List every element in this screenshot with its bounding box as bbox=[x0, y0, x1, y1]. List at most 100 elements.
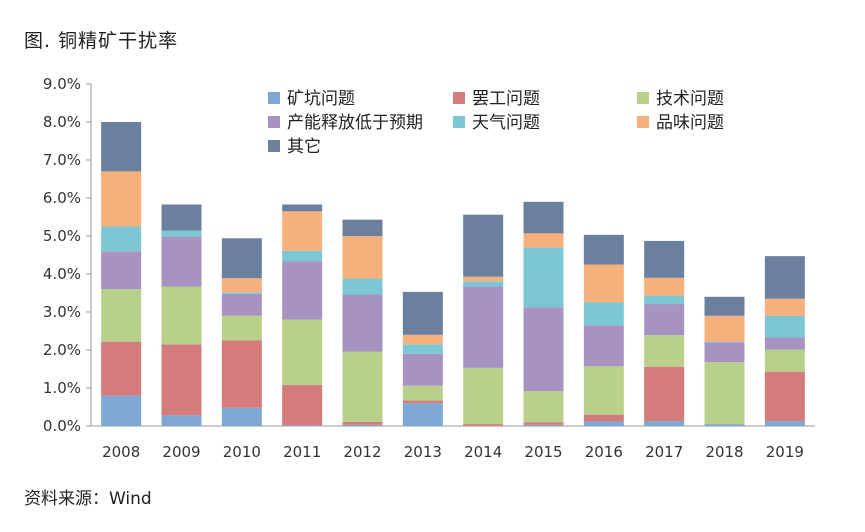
bar-segment bbox=[402, 400, 443, 404]
bar-segment bbox=[583, 302, 624, 326]
bar-segment bbox=[402, 344, 443, 354]
bar-segment bbox=[342, 351, 383, 422]
legend-swatch bbox=[637, 92, 649, 104]
bar-segment bbox=[523, 307, 564, 392]
legend-item: 矿坑问题 bbox=[268, 88, 355, 110]
bar-segment bbox=[764, 421, 805, 426]
bar-segment bbox=[282, 384, 323, 426]
bar-segment bbox=[644, 335, 685, 367]
bar-segment bbox=[221, 238, 262, 279]
y-tick-label: 7.0% bbox=[43, 151, 81, 169]
bar-segment bbox=[161, 204, 202, 231]
x-tick-label: 2009 bbox=[162, 443, 200, 461]
bar-segment bbox=[342, 219, 383, 236]
bar-segment bbox=[282, 204, 323, 212]
bar-segment bbox=[463, 276, 504, 282]
y-tick-label: 5.0% bbox=[43, 227, 81, 245]
bar-segment bbox=[583, 234, 624, 265]
bar-segment bbox=[704, 362, 745, 425]
bar-segment bbox=[644, 277, 685, 296]
bar-segment bbox=[101, 251, 142, 290]
bar-segment bbox=[161, 236, 202, 287]
legend-label: 矿坑问题 bbox=[287, 89, 355, 109]
bar-segment bbox=[101, 289, 142, 342]
bar-segment bbox=[342, 236, 383, 279]
bar-segment bbox=[101, 395, 142, 426]
legend-item: 产能释放低于预期 bbox=[268, 112, 423, 134]
bar-segment bbox=[523, 391, 564, 423]
bar-segment bbox=[463, 424, 504, 426]
bar-segment bbox=[583, 414, 624, 422]
bar-segment bbox=[644, 366, 685, 422]
x-tick-label: 2013 bbox=[404, 443, 442, 461]
bar-segment bbox=[764, 371, 805, 422]
bar-segment bbox=[583, 264, 624, 303]
bar-segment bbox=[644, 304, 685, 336]
bar-segment bbox=[101, 226, 142, 252]
bar-segment bbox=[463, 367, 504, 425]
bar-segment bbox=[402, 385, 443, 401]
x-tick-label: 2010 bbox=[223, 443, 261, 461]
legend-swatch bbox=[637, 116, 649, 128]
bar-segment bbox=[282, 425, 323, 426]
legend-swatch bbox=[453, 92, 465, 104]
bar-segment bbox=[704, 342, 745, 363]
y-tick-label: 6.0% bbox=[43, 189, 81, 207]
bar-segment bbox=[342, 278, 383, 295]
y-tick-label: 4.0% bbox=[43, 265, 81, 283]
y-tick-label: 9.0% bbox=[43, 75, 81, 93]
bar-segment bbox=[221, 315, 262, 341]
bar-segment bbox=[523, 247, 564, 308]
chart-title: 图. 铜精矿干扰率 bbox=[24, 30, 179, 52]
bar-segment bbox=[161, 230, 202, 237]
y-tick-label: 8.0% bbox=[43, 113, 81, 131]
bar-segment bbox=[764, 337, 805, 350]
bar-segment bbox=[523, 422, 564, 425]
y-tick-label: 2.0% bbox=[43, 341, 81, 359]
bar-segment bbox=[161, 344, 202, 416]
legend-label: 品味问题 bbox=[656, 113, 724, 133]
bar-segment bbox=[463, 286, 504, 368]
bar-segment bbox=[764, 256, 805, 299]
legend-item: 罢工问题 bbox=[453, 88, 540, 110]
bar-segment bbox=[282, 319, 323, 385]
bar-segment bbox=[221, 407, 262, 426]
bar-segment bbox=[704, 315, 745, 342]
bar-segment bbox=[342, 421, 383, 425]
bar-segment bbox=[221, 340, 262, 408]
bar-segment bbox=[161, 286, 202, 345]
y-tick-label: 3.0% bbox=[43, 303, 81, 321]
bar-segment bbox=[101, 122, 142, 172]
legend-swatch bbox=[268, 116, 280, 128]
bar-segment bbox=[764, 315, 805, 338]
x-tick-label: 2016 bbox=[585, 443, 623, 461]
bar-segment bbox=[704, 341, 745, 343]
chart-legend: 矿坑问题 罢工问题 技术问题 产能释放低于预期 天气问题 品味问题 其它 bbox=[268, 88, 748, 164]
bar-segment bbox=[463, 214, 504, 277]
x-tick-label: 2012 bbox=[343, 443, 381, 461]
legend-label: 技术问题 bbox=[656, 89, 724, 109]
bar-segment bbox=[764, 298, 805, 316]
bar-segment bbox=[282, 261, 323, 320]
legend-item: 天气问题 bbox=[453, 112, 540, 134]
x-tick-label: 2018 bbox=[705, 443, 743, 461]
bar-segment bbox=[282, 211, 323, 251]
y-tick-label: 0.0% bbox=[43, 417, 81, 435]
x-tick-label: 2019 bbox=[766, 443, 804, 461]
bar-segment bbox=[523, 424, 564, 426]
bar-segment bbox=[221, 293, 262, 316]
bar-segment bbox=[704, 424, 745, 426]
legend-label: 产能释放低于预期 bbox=[287, 113, 423, 133]
legend-swatch bbox=[453, 116, 465, 128]
bar-segment bbox=[282, 250, 323, 262]
bar-segment bbox=[704, 296, 745, 316]
bar-segment bbox=[402, 334, 443, 345]
bar-segment bbox=[402, 403, 443, 426]
bar-segment bbox=[644, 295, 685, 305]
bar-segment bbox=[583, 325, 624, 367]
bar-segment bbox=[221, 278, 262, 293]
bar-segment bbox=[644, 240, 685, 278]
legend-item: 品味问题 bbox=[637, 112, 724, 134]
bar-segment bbox=[764, 349, 805, 372]
bar-segment bbox=[583, 421, 624, 426]
